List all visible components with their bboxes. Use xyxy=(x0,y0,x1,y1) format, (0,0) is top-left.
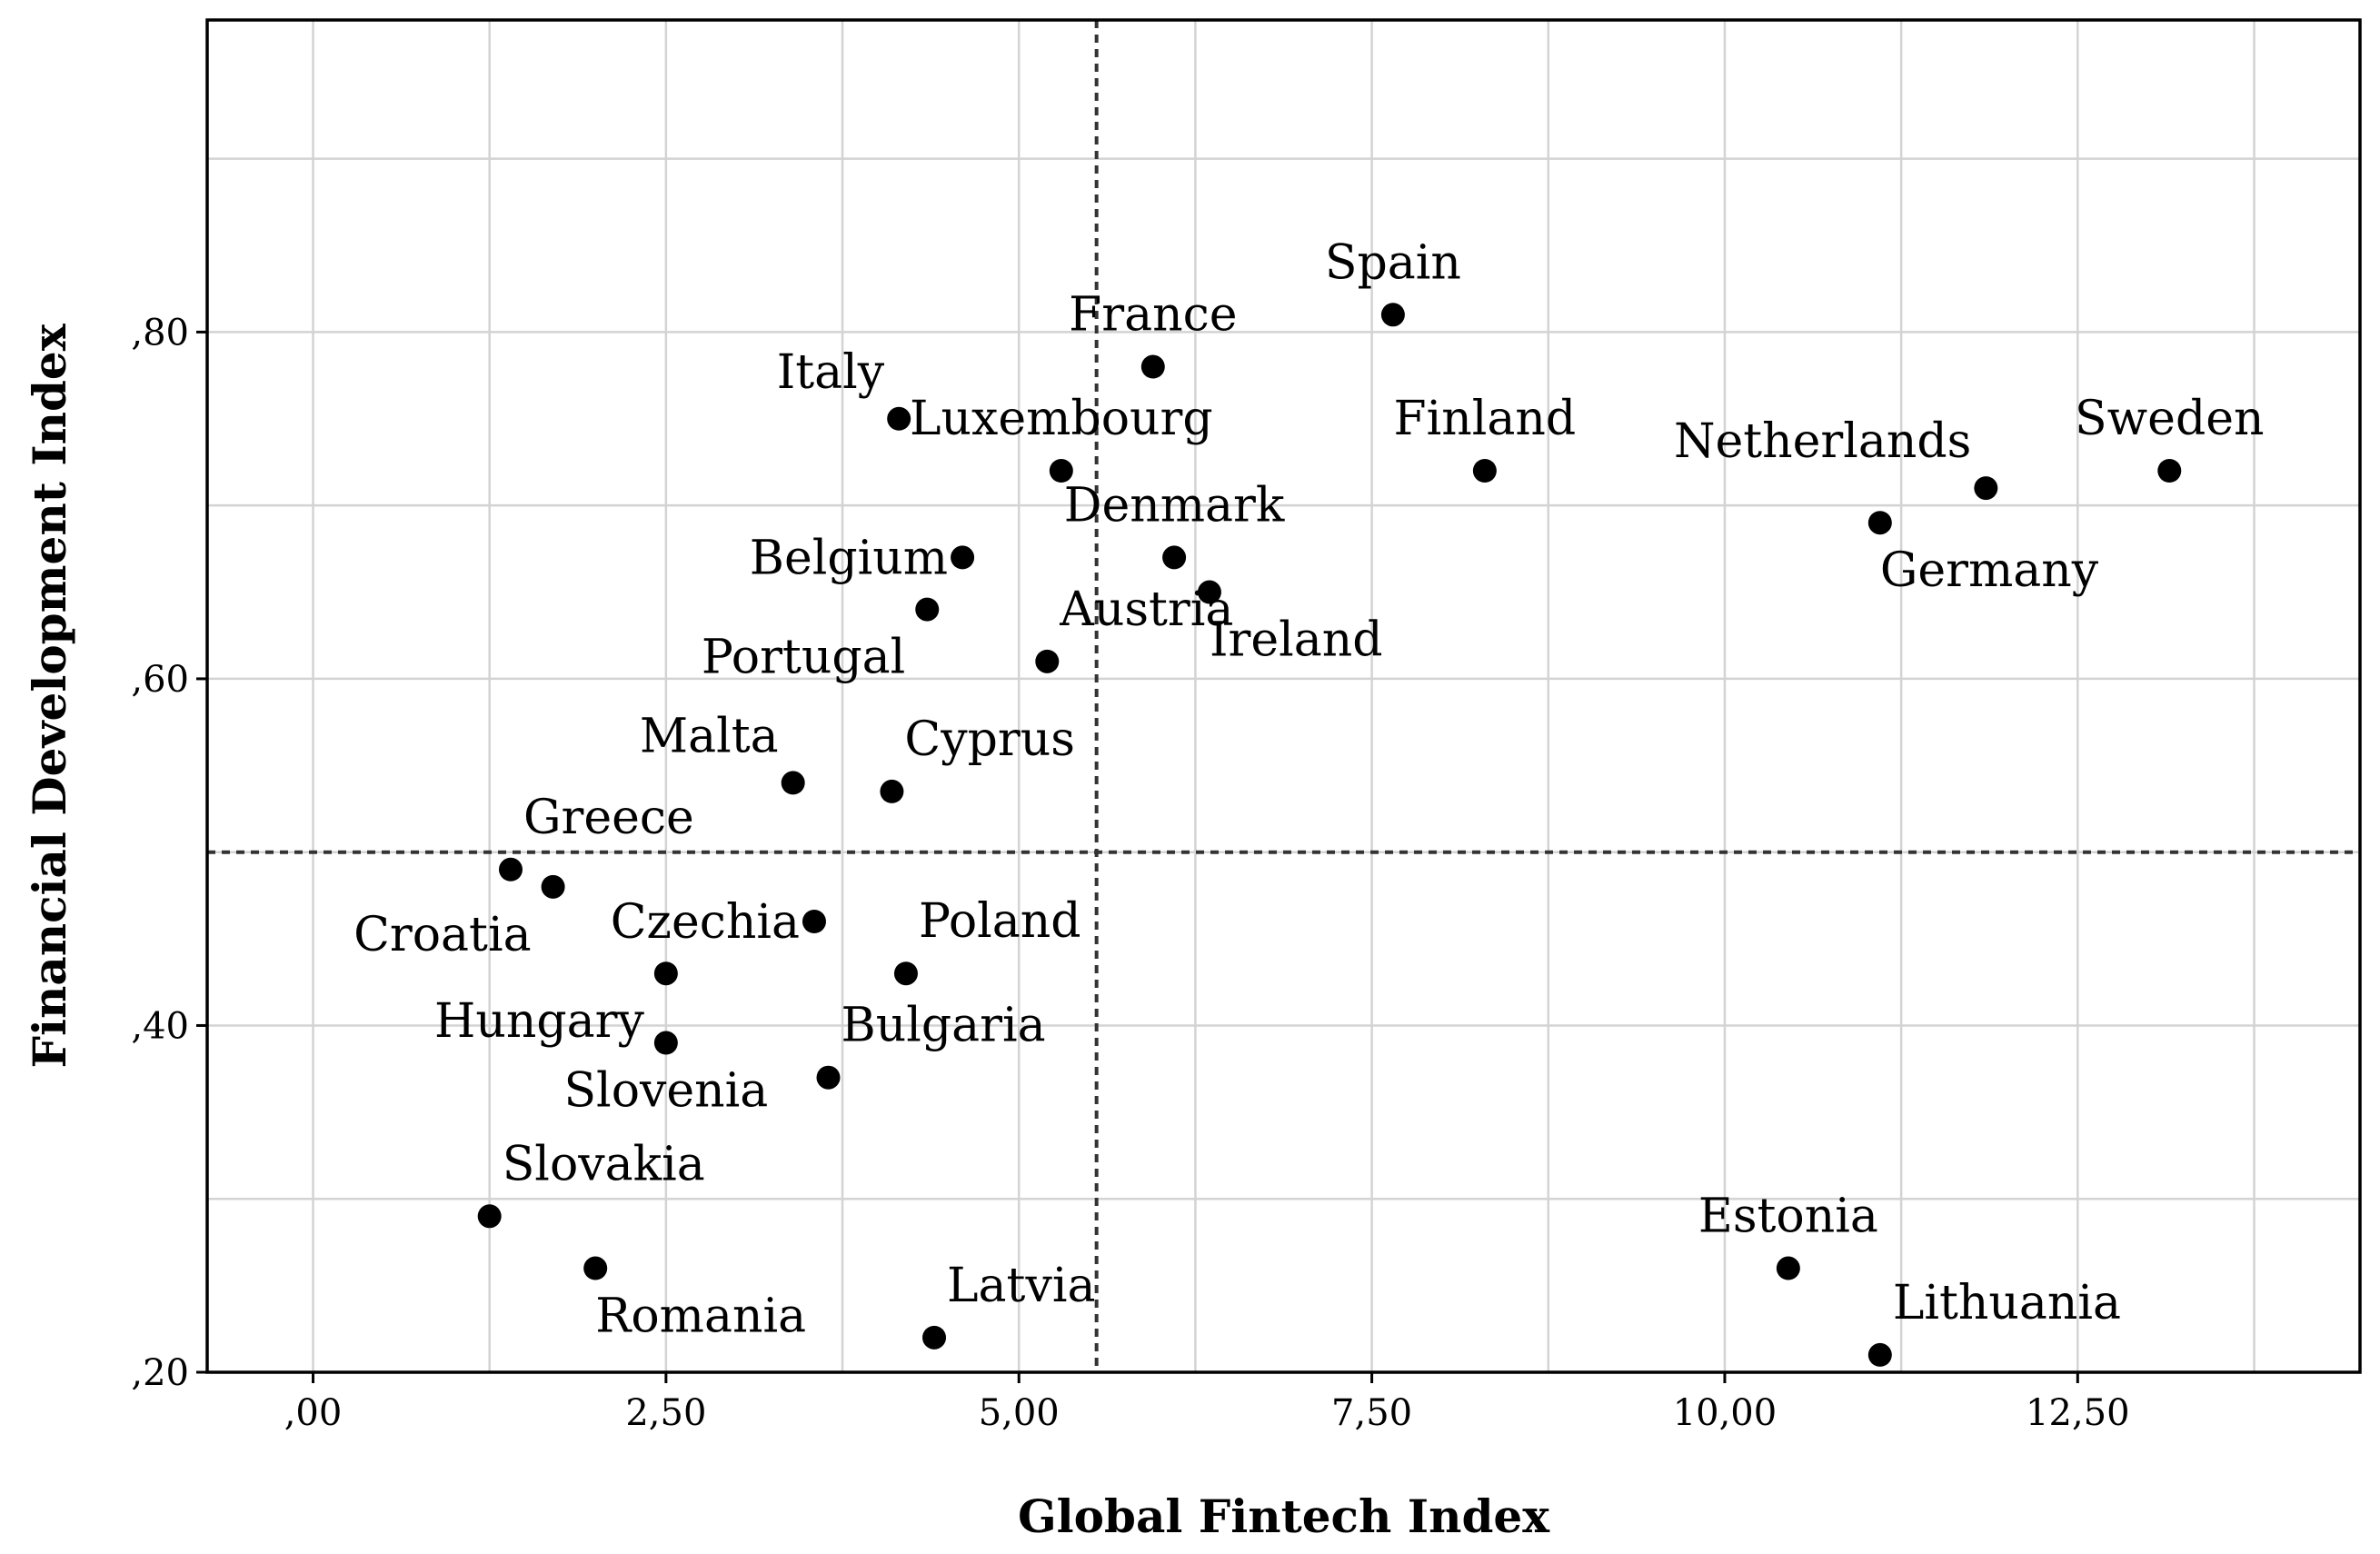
point-label-bulgaria: Bulgaria xyxy=(841,999,1046,1053)
point-label-romania: Romania xyxy=(595,1290,806,1344)
data-point-sweden xyxy=(2157,459,2182,483)
y-tick-label: ,80 xyxy=(131,312,189,354)
data-point-germany xyxy=(1867,511,1892,535)
data-point-cyprus xyxy=(880,779,904,803)
point-label-spain: Spain xyxy=(1325,235,1461,290)
axis-ticks: ,00 2,50 5,00 7,50 10,00 12,50 ,20 ,40 ,60 ,80 xyxy=(131,312,2129,1434)
x-tick-label: ,00 xyxy=(284,1392,343,1434)
data-point-lithuania xyxy=(1867,1342,1892,1367)
point-label-sweden: Sweden xyxy=(2075,392,2264,446)
point-label-cyprus: Cyprus xyxy=(904,712,1074,767)
point-label-czechia: Czechia xyxy=(611,895,800,950)
data-point-latvia xyxy=(922,1325,947,1350)
point-label-italy: Italy xyxy=(777,345,885,400)
y-tick-label: ,20 xyxy=(131,1352,189,1394)
data-point-bulgaria xyxy=(816,1065,841,1090)
data-point-hungary xyxy=(653,961,678,986)
point-label-croatia: Croatia xyxy=(354,908,531,962)
point-label-hungary: Hungary xyxy=(434,994,644,1049)
data-point-slovenia xyxy=(653,1031,678,1055)
data-point-ireland xyxy=(1197,580,1221,604)
data-point-finland xyxy=(1472,459,1497,483)
data-point-estonia xyxy=(1776,1256,1800,1280)
data-point-romania xyxy=(583,1256,608,1280)
data-point-austria xyxy=(1035,649,1060,673)
point-label-luxembourg: Luxembourg xyxy=(910,392,1213,446)
point-label-france: France xyxy=(1069,288,1237,343)
x-tick-label: 5,00 xyxy=(979,1392,1060,1434)
x-tick-label: 10,00 xyxy=(1673,1392,1778,1434)
point-label-portugal: Portugal xyxy=(702,631,905,685)
y-tick-label: ,40 xyxy=(131,1005,189,1047)
data-point-czechia xyxy=(802,910,826,933)
data-point-greece xyxy=(498,857,523,882)
point-label-greece: Greece xyxy=(523,791,694,845)
data-point-belgium xyxy=(951,545,975,570)
point-label-ireland: Ireland xyxy=(1210,613,1383,668)
data-point-malta xyxy=(781,771,805,795)
data-point-italy xyxy=(887,406,911,431)
data-point-netherlands xyxy=(1974,476,1998,501)
x-tick-label: 2,50 xyxy=(625,1392,706,1434)
point-label-finland: Finland xyxy=(1394,392,1577,446)
data-point-spain xyxy=(1380,303,1405,327)
y-axis-title: Financial Development Index xyxy=(23,323,76,1068)
point-labels: Spain France Italy Luxembourg Finland Netherl… xyxy=(354,235,2264,1343)
point-label-estonia: Estonia xyxy=(1698,1190,1878,1244)
x-tick-label: 12,50 xyxy=(2026,1392,2130,1434)
point-label-latvia: Latvia xyxy=(947,1259,1095,1313)
plot-area-frame xyxy=(205,18,2362,1374)
data-point-portugal xyxy=(915,597,940,622)
point-label-netherlands: Netherlands xyxy=(1674,414,1971,469)
point-label-lithuania: Lithuania xyxy=(1893,1276,2121,1330)
point-label-slovenia: Slovenia xyxy=(563,1064,768,1119)
point-label-poland: Poland xyxy=(919,894,1081,949)
point-label-belgium: Belgium xyxy=(750,531,948,585)
grid-lines xyxy=(207,20,2360,1374)
data-point-croatia xyxy=(541,874,565,899)
data-point-slovakia xyxy=(477,1204,502,1229)
data-point-france xyxy=(1140,354,1165,379)
y-tick-label: ,60 xyxy=(131,659,189,701)
point-label-slovakia: Slovakia xyxy=(503,1137,705,1191)
data-point-poland xyxy=(893,961,918,986)
point-label-malta: Malta xyxy=(640,709,779,763)
data-point-luxembourg xyxy=(1049,459,1073,483)
point-label-denmark: Denmark xyxy=(1064,478,1285,533)
point-label-austria: Austria xyxy=(1059,583,1233,637)
point-label-germany: Germany xyxy=(1880,543,2099,598)
data-point-denmark xyxy=(1162,545,1187,570)
reference-lines xyxy=(207,20,2360,1372)
x-tick-label: 7,50 xyxy=(1331,1392,1412,1434)
data-points xyxy=(477,303,2182,1367)
x-axis-title: Global Fintech Index xyxy=(1018,1489,1550,1543)
